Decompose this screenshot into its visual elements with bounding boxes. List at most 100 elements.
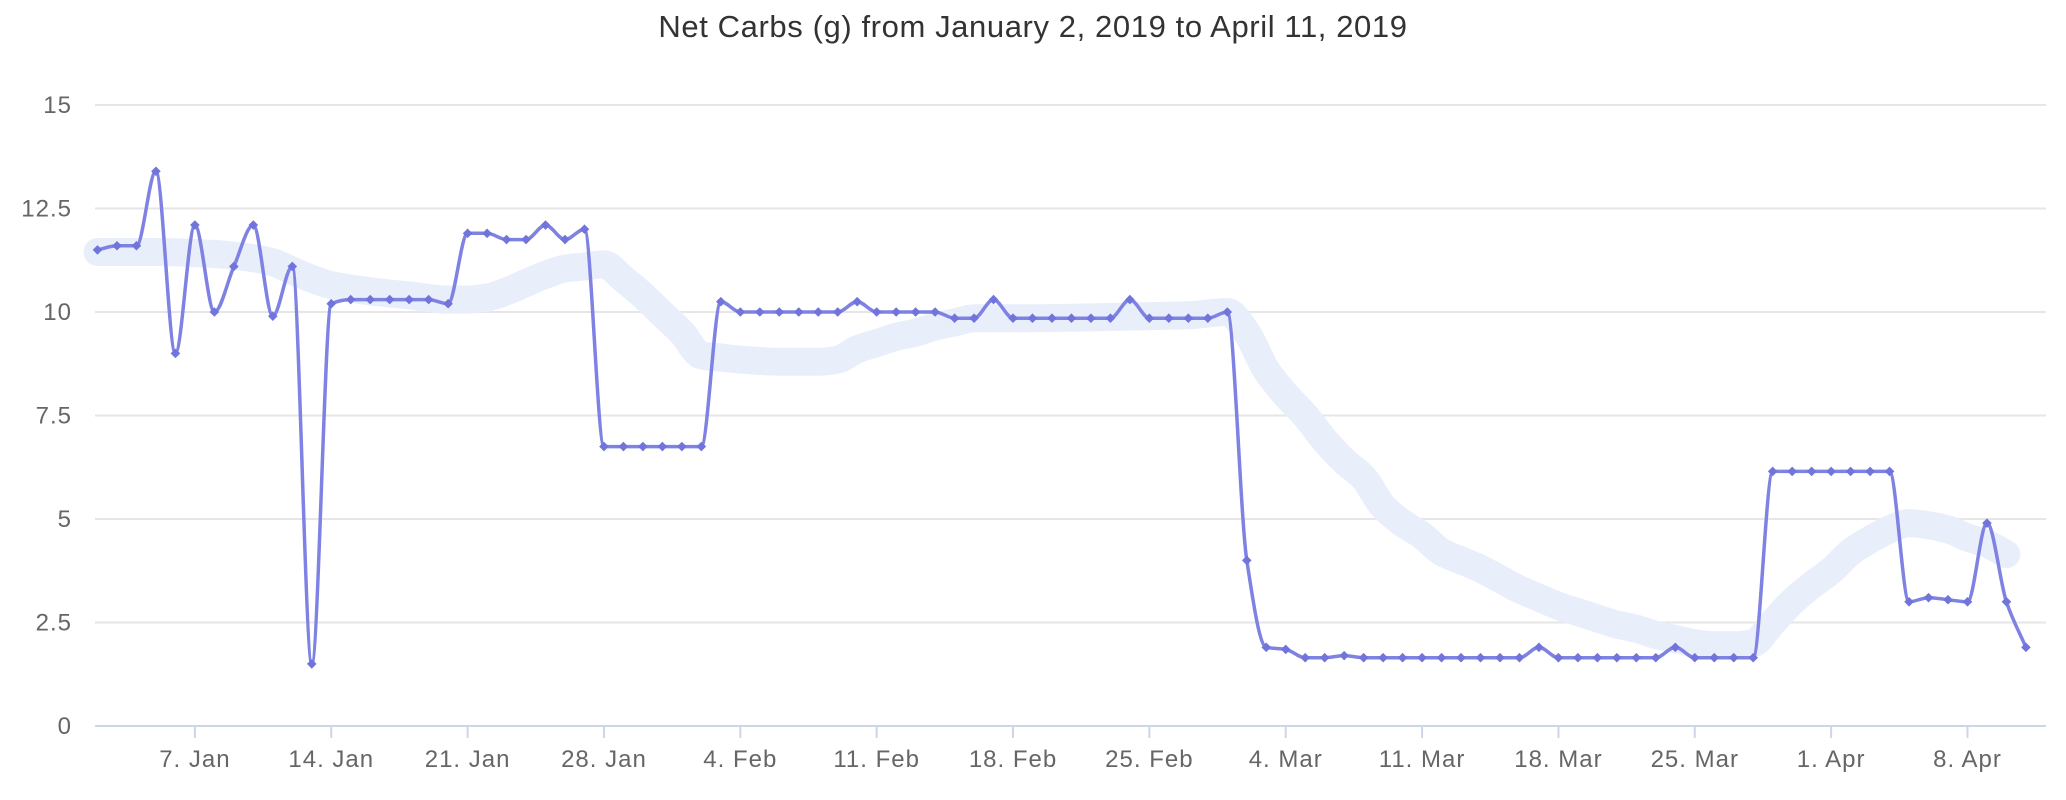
data-point-marker[interactable]: [754, 307, 765, 317]
data-point-marker[interactable]: [1553, 652, 1564, 663]
data-point-marker[interactable]: [248, 220, 259, 230]
data-point-marker[interactable]: [1475, 652, 1486, 663]
data-point-marker[interactable]: [1884, 466, 1895, 477]
data-point-marker[interactable]: [1105, 313, 1116, 324]
data-point-marker[interactable]: [326, 298, 337, 309]
data-point-marker[interactable]: [1417, 652, 1427, 663]
data-point-marker[interactable]: [287, 261, 298, 272]
data-point-marker[interactable]: [1767, 466, 1778, 477]
data-point-marker[interactable]: [579, 224, 590, 234]
data-point-marker[interactable]: [462, 228, 473, 239]
data-point-marker[interactable]: [1164, 313, 1174, 324]
data-point-marker[interactable]: [1047, 313, 1057, 324]
data-point-marker[interactable]: [1904, 597, 1914, 607]
data-point-marker[interactable]: [871, 307, 882, 317]
data-point-marker[interactable]: [1845, 466, 1856, 477]
data-point-marker[interactable]: [1631, 652, 1642, 663]
data-point-marker[interactable]: [1612, 652, 1622, 663]
data-point-marker[interactable]: [2001, 597, 2012, 607]
data-point-marker[interactable]: [404, 294, 414, 305]
data-point-marker[interactable]: [891, 307, 901, 317]
data-point-marker[interactable]: [1319, 652, 1330, 663]
data-point-marker[interactable]: [599, 441, 609, 452]
data-point-marker[interactable]: [1943, 594, 1953, 605]
data-point-marker[interactable]: [365, 294, 376, 305]
data-point-marker[interactable]: [852, 296, 862, 307]
data-point-marker[interactable]: [1534, 642, 1544, 653]
data-point-marker[interactable]: [1709, 652, 1720, 663]
data-point-marker[interactable]: [1027, 313, 1038, 324]
data-point-marker[interactable]: [1066, 313, 1077, 324]
data-point-marker[interactable]: [716, 296, 726, 307]
data-point-marker[interactable]: [1456, 652, 1466, 663]
data-point-marker[interactable]: [1962, 597, 1973, 607]
data-point-marker[interactable]: [443, 298, 453, 309]
data-point-marker[interactable]: [151, 166, 161, 177]
data-point-marker[interactable]: [521, 234, 531, 245]
data-point-marker[interactable]: [1923, 592, 1934, 603]
data-point-marker[interactable]: [1651, 652, 1661, 663]
data-point-marker[interactable]: [1592, 652, 1603, 663]
data-point-marker[interactable]: [170, 348, 181, 359]
data-point-marker[interactable]: [209, 307, 220, 317]
data-point-marker[interactable]: [1086, 313, 1096, 324]
data-point-marker[interactable]: [696, 441, 707, 452]
data-point-marker[interactable]: [1241, 555, 1252, 566]
data-point-marker[interactable]: [910, 307, 921, 317]
data-point-marker[interactable]: [1826, 466, 1836, 477]
data-point-marker[interactable]: [1982, 518, 1992, 528]
data-point-marker[interactable]: [813, 307, 824, 317]
data-point-marker[interactable]: [2021, 642, 2031, 653]
data-point-marker[interactable]: [1865, 466, 1875, 477]
data-point-marker[interactable]: [1748, 652, 1759, 663]
data-point-marker[interactable]: [735, 307, 746, 317]
data-point-marker[interactable]: [657, 441, 668, 452]
data-point-marker[interactable]: [1689, 652, 1700, 663]
data-point-marker[interactable]: [190, 220, 200, 230]
data-point-marker[interactable]: [268, 311, 278, 321]
data-point-marker[interactable]: [384, 294, 395, 305]
data-point-marker[interactable]: [345, 294, 356, 305]
data-point-marker[interactable]: [423, 294, 434, 305]
data-point-marker[interactable]: [832, 307, 843, 317]
data-point-marker[interactable]: [1261, 642, 1272, 653]
data-point-marker[interactable]: [1300, 652, 1310, 663]
data-point-marker[interactable]: [1339, 650, 1349, 661]
data-point-marker[interactable]: [618, 441, 629, 452]
data-point-marker[interactable]: [988, 294, 999, 305]
data-point-marker[interactable]: [1222, 307, 1233, 317]
data-point-marker[interactable]: [1183, 313, 1194, 324]
data-point-marker[interactable]: [638, 441, 648, 452]
data-point-marker[interactable]: [1573, 652, 1583, 663]
data-point-marker[interactable]: [482, 228, 492, 239]
data-point-marker[interactable]: [949, 313, 960, 324]
data-point-marker[interactable]: [131, 240, 142, 251]
data-point-marker[interactable]: [540, 220, 551, 230]
data-point-marker[interactable]: [1397, 652, 1408, 663]
data-point-marker[interactable]: [969, 313, 979, 324]
data-point-marker[interactable]: [1728, 652, 1739, 663]
data-point-marker[interactable]: [1806, 466, 1817, 477]
data-point-marker[interactable]: [930, 307, 940, 317]
data-point-marker[interactable]: [501, 234, 512, 245]
data-point-marker[interactable]: [1495, 652, 1505, 663]
data-point-marker[interactable]: [1203, 313, 1213, 324]
data-point-marker[interactable]: [229, 261, 239, 272]
data-point-marker[interactable]: [560, 234, 570, 245]
data-point-marker[interactable]: [1670, 642, 1681, 653]
data-point-marker[interactable]: [1358, 652, 1369, 663]
data-point-marker[interactable]: [793, 307, 804, 317]
data-point-marker[interactable]: [1787, 466, 1797, 477]
data-point-marker[interactable]: [1280, 644, 1291, 655]
data-point-marker[interactable]: [774, 307, 785, 317]
netcarbs-line[interactable]: [95, 169, 2028, 666]
data-point-marker[interactable]: [1378, 652, 1388, 663]
data-point-marker[interactable]: [92, 245, 103, 255]
data-point-marker[interactable]: [1514, 652, 1525, 663]
data-point-marker[interactable]: [306, 659, 317, 669]
data-point-marker[interactable]: [112, 240, 122, 251]
data-point-marker[interactable]: [677, 441, 687, 452]
data-point-marker[interactable]: [1144, 313, 1155, 324]
data-point-marker[interactable]: [1008, 313, 1018, 324]
data-point-marker[interactable]: [1125, 294, 1135, 305]
